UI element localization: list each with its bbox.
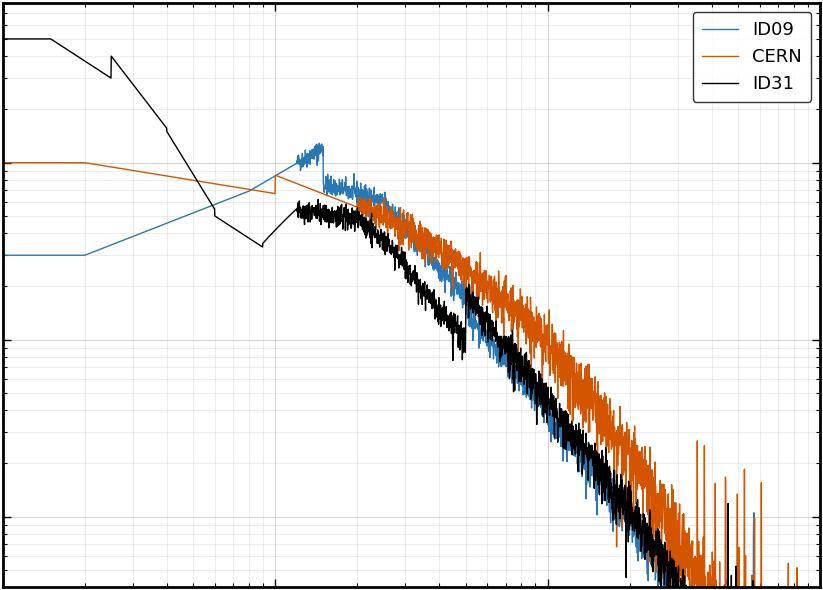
ID09 xyxy=(0,252,7,259)
ID09 xyxy=(311,141,321,148)
CERN xyxy=(91,161,101,168)
Line: CERN: CERN xyxy=(2,163,821,590)
CERN xyxy=(0,159,7,166)
ID09 xyxy=(314,140,324,147)
Line: ID31: ID31 xyxy=(2,39,821,590)
ID31 xyxy=(140,96,150,103)
ID09 xyxy=(140,228,150,235)
CERN xyxy=(711,587,721,590)
ID09 xyxy=(347,182,357,189)
Legend: ID09, CERN, ID31: ID09, CERN, ID31 xyxy=(693,12,811,102)
ID31 xyxy=(346,213,356,220)
ID31 xyxy=(91,65,101,72)
ID09 xyxy=(91,247,101,254)
CERN xyxy=(140,169,150,176)
ID31 xyxy=(0,35,7,42)
ID31 xyxy=(311,215,321,222)
Line: ID09: ID09 xyxy=(2,143,821,590)
CERN xyxy=(346,201,356,208)
CERN xyxy=(311,188,321,195)
